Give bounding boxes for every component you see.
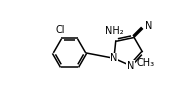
Text: NH₂: NH₂ (105, 26, 124, 36)
Text: N: N (110, 53, 118, 63)
Text: N: N (145, 21, 153, 31)
Text: N: N (127, 61, 134, 71)
Text: Cl: Cl (56, 25, 65, 35)
Text: CH₃: CH₃ (137, 58, 155, 68)
